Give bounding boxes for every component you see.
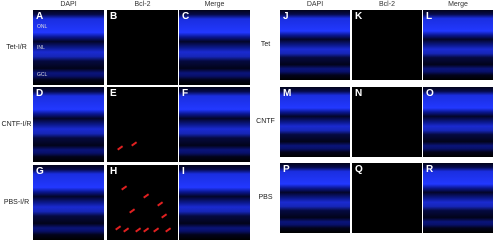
panel-letter: O	[426, 88, 434, 99]
red-arrow	[135, 227, 141, 233]
red-arrow	[129, 208, 135, 214]
micrograph-panel: J	[280, 10, 350, 80]
red-arrow	[143, 193, 149, 199]
micrograph-panel: B	[107, 10, 178, 85]
red-arrow	[115, 225, 121, 231]
panel-letter: J	[283, 11, 289, 22]
panel-letter: A	[36, 11, 44, 22]
layer-label: INL	[37, 45, 45, 51]
panel-letter: P	[283, 164, 290, 175]
layer-label: ONL	[37, 24, 48, 30]
red-arrow	[153, 227, 159, 233]
panel-letter: C	[182, 11, 190, 22]
row-label: Tet	[260, 41, 271, 48]
row-label: CNTF-I/R	[1, 120, 32, 128]
micrograph-panel: C	[179, 10, 250, 85]
micrograph-panel: R	[423, 163, 493, 233]
row-label: PBS	[258, 194, 273, 201]
panel-letter: H	[110, 166, 118, 177]
column-header: DAPI	[60, 1, 77, 8]
micrograph-panel: D	[33, 87, 104, 162]
panel-letter: M	[283, 88, 292, 99]
row-label: PBS-I/R	[3, 198, 30, 206]
panel-letter: F	[182, 88, 189, 99]
red-arrow	[117, 145, 123, 151]
micrograph-panel: A ONL INL GCL	[33, 10, 104, 85]
layer-label: GCL	[37, 72, 48, 78]
row-label: Tet-I/R	[6, 43, 27, 51]
panel-letter: G	[36, 166, 44, 177]
red-arrow	[165, 227, 171, 233]
column-header: Merge	[448, 1, 468, 8]
panel-letter: D	[36, 88, 44, 99]
micrograph-panel: H	[107, 165, 178, 240]
red-arrow	[123, 227, 129, 233]
column-header: Merge	[204, 1, 225, 8]
red-arrow	[161, 213, 167, 219]
micrograph-panel: M	[280, 87, 350, 157]
micrograph-panel: G	[33, 165, 104, 240]
micrograph-panel: O	[423, 87, 493, 157]
column-header: DAPI	[306, 1, 324, 8]
red-arrow	[131, 141, 137, 147]
micrograph-panel: L	[423, 10, 493, 80]
panel-letter: L	[426, 11, 433, 22]
micrograph-panel: K	[352, 10, 422, 80]
column-header: Bcl-2	[379, 1, 395, 8]
micrograph-panel: P	[280, 163, 350, 233]
panel-letter: N	[355, 88, 363, 99]
column-header: Bcl-2	[134, 1, 151, 8]
panel-letter: E	[110, 88, 117, 99]
micrograph-panel: Q	[352, 163, 422, 233]
micrograph-panel: N	[352, 87, 422, 157]
panel-letter: Q	[355, 164, 363, 175]
panel-letter: K	[355, 11, 363, 22]
panel-letter: I	[182, 166, 185, 177]
panel-letter: B	[110, 11, 118, 22]
micrograph-panel: F	[179, 87, 250, 162]
red-arrow	[121, 185, 127, 191]
row-label: CNTF	[256, 118, 275, 125]
red-arrow	[143, 227, 149, 233]
micrograph-panel: E	[107, 87, 178, 162]
micrograph-panel: I	[179, 165, 250, 240]
red-arrow	[157, 201, 163, 207]
panel-letter: R	[426, 164, 434, 175]
